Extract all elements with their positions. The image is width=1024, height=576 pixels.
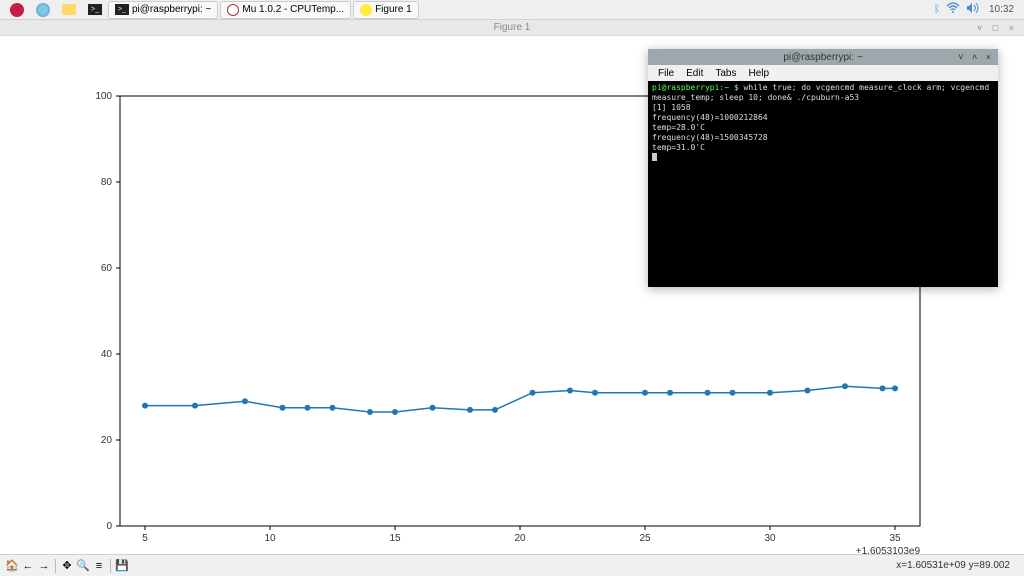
terminal-title: pi@raspberrypi: ~ <box>783 52 862 63</box>
terminal-body[interactable]: pi@raspberrypi:~ $ while true; do vcgenc… <box>648 81 998 287</box>
folder-icon <box>62 4 76 15</box>
svg-text:20: 20 <box>514 533 526 544</box>
wifi-icon[interactable] <box>946 2 960 17</box>
clock[interactable]: 10:32 <box>989 4 1014 15</box>
web-launcher[interactable] <box>30 1 56 19</box>
home-button[interactable]: 🏠 <box>4 558 20 574</box>
forward-button[interactable]: → <box>36 558 52 574</box>
svg-text:0: 0 <box>106 521 112 532</box>
menu-edit[interactable]: Edit <box>680 68 709 79</box>
configure-button[interactable]: ≡ <box>91 558 107 574</box>
separator <box>55 559 56 573</box>
terminal-menubar: File Edit Tabs Help <box>648 65 998 81</box>
bluetooth-icon[interactable]: ᛒ <box>934 4 940 15</box>
taskbar-window-terminal[interactable]: >_ pi@raspberrypi: ~ <box>108 1 218 19</box>
svg-text:15: 15 <box>389 533 401 544</box>
menu-tabs[interactable]: Tabs <box>709 68 742 79</box>
svg-text:40: 40 <box>101 349 113 360</box>
raspberry-icon <box>10 3 24 17</box>
figure-title: Figure 1 <box>494 22 531 33</box>
taskbar: >_ >_ pi@raspberrypi: ~ Mu 1.0.2 - CPUTe… <box>0 0 1024 20</box>
svg-text:20: 20 <box>101 435 113 446</box>
back-button[interactable]: ← <box>20 558 36 574</box>
svg-text:80: 80 <box>101 177 113 188</box>
terminal-window-controls[interactable]: ˅ ˄ × <box>958 52 994 62</box>
taskbar-window-label: Figure 1 <box>375 4 412 15</box>
pi-menu[interactable] <box>4 1 30 19</box>
terminal-titlebar[interactable]: pi@raspberrypi: ~ ˅ ˄ × <box>648 49 998 65</box>
taskbar-window-label: Mu 1.0.2 - CPUTemp... <box>242 4 344 15</box>
svg-text:5: 5 <box>142 533 148 544</box>
svg-text:60: 60 <box>101 263 113 274</box>
volume-icon[interactable] <box>966 2 980 17</box>
svg-text:+1.6053103e9: +1.6053103e9 <box>856 546 921 556</box>
figure-window-controls[interactable]: ˅ □ × <box>977 23 1018 33</box>
menu-file[interactable]: File <box>652 68 680 79</box>
taskbar-window-mu[interactable]: Mu 1.0.2 - CPUTemp... <box>220 1 351 19</box>
zoom-button[interactable]: 🔍 <box>75 558 91 574</box>
globe-icon <box>36 3 50 17</box>
svg-text:100: 100 <box>95 91 112 102</box>
terminal-icon: >_ <box>88 4 102 15</box>
figure-titlebar[interactable]: Figure 1 ˅ □ × <box>0 20 1024 36</box>
term-launcher[interactable]: >_ <box>82 1 108 19</box>
pan-button[interactable]: ✥ <box>59 558 75 574</box>
save-button[interactable]: 💾 <box>114 558 130 574</box>
coord-readout: x=1.60531e+09 y=89.002 <box>896 560 1010 571</box>
separator <box>110 559 111 573</box>
svg-text:25: 25 <box>639 533 651 544</box>
svg-text:35: 35 <box>889 533 901 544</box>
terminal-icon: >_ <box>115 4 129 15</box>
mu-icon <box>227 4 239 16</box>
figure-icon <box>360 4 372 16</box>
svg-text:10: 10 <box>264 533 276 544</box>
svg-text:30: 30 <box>764 533 776 544</box>
menu-help[interactable]: Help <box>742 68 775 79</box>
taskbar-window-label: pi@raspberrypi: ~ <box>132 4 211 15</box>
figure-toolbar: 🏠 ← → ✥ 🔍 ≡ 💾 x=1.60531e+09 y=89.002 <box>0 554 1024 576</box>
files-launcher[interactable] <box>56 1 82 19</box>
taskbar-window-figure[interactable]: Figure 1 <box>353 1 419 19</box>
terminal-window: pi@raspberrypi: ~ ˅ ˄ × File Edit Tabs H… <box>648 49 998 287</box>
